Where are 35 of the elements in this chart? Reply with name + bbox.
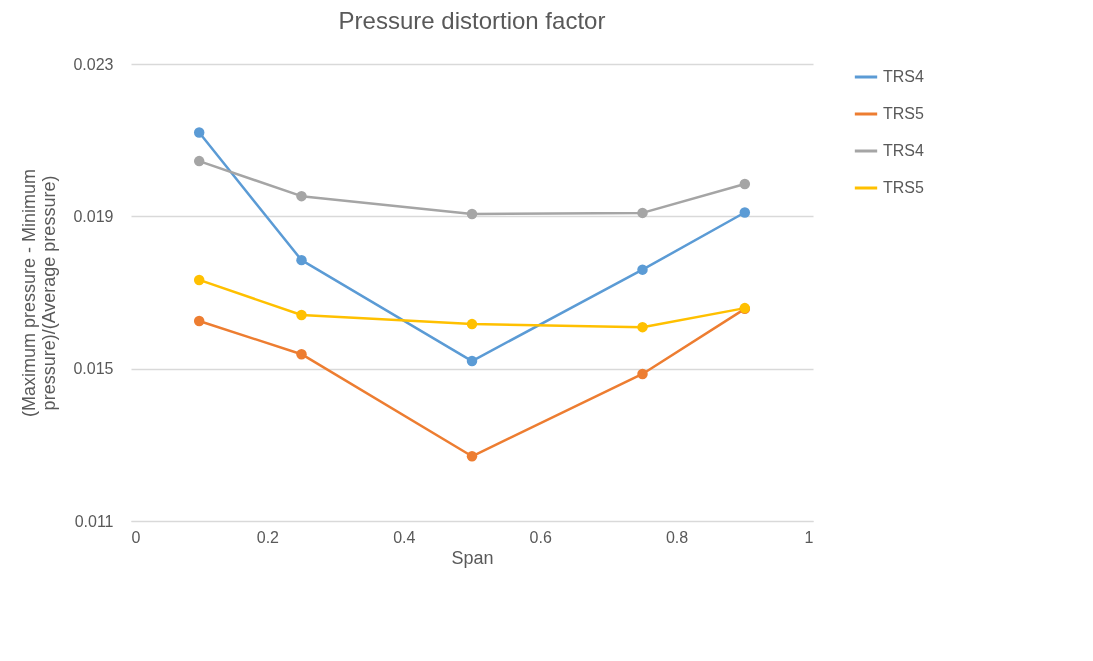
legend-label: TRS5 <box>883 105 924 122</box>
point <box>193 274 205 286</box>
point <box>637 321 648 333</box>
x-tick-label: 0.8 <box>665 528 689 546</box>
y-tick-label: 0.019 <box>73 207 114 225</box>
chart-title: Pressure distortion factor <box>338 7 606 34</box>
x-tick-label: 0.6 <box>529 528 552 546</box>
point <box>296 309 307 321</box>
x-axis-title: Span <box>451 547 494 568</box>
point <box>637 368 648 380</box>
y-tick-label: 0.023 <box>73 55 114 73</box>
legend-label: TRS4 <box>883 142 924 159</box>
legend-label: TRS4 <box>883 68 924 85</box>
point <box>466 318 478 330</box>
y-tick-label: 0.011 <box>74 512 114 530</box>
point <box>466 355 478 367</box>
y-tick-label: 0.015 <box>73 360 114 378</box>
point <box>637 264 648 275</box>
point <box>193 155 205 167</box>
point <box>466 208 478 220</box>
point <box>739 207 751 218</box>
point <box>193 315 205 327</box>
point <box>296 190 307 202</box>
point <box>193 127 205 138</box>
x-tick-label: 1 <box>804 528 814 546</box>
x-tick-label: 0.2 <box>256 528 280 546</box>
point <box>466 451 478 462</box>
y-axis-title: (Maximum pressure - Minimum pressure)/(Average pressure) <box>19 168 60 418</box>
legend-label: TRS5 <box>883 179 924 196</box>
point <box>637 207 648 219</box>
x-tick-label: 0.4 <box>393 528 416 546</box>
point <box>296 348 307 360</box>
x-tick-label: 0 <box>131 528 141 546</box>
point <box>739 178 751 190</box>
point <box>296 254 307 266</box>
